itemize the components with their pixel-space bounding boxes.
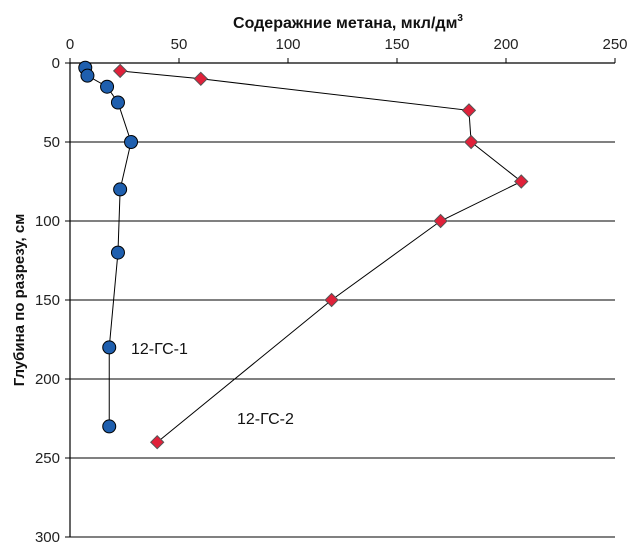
x-tick-label-150: 150 [384,36,409,53]
y-tick-label-250: 250 [35,450,60,467]
x-axis-title: Содеражние метана, мкл/дм3 [233,13,463,32]
series-1-line [84,67,132,427]
series-1-point-8 [102,419,117,434]
x-tick-labels: 0 50 100 150 200 250 [66,36,628,63]
x-tick-label-250: 250 [602,36,627,53]
y-tick-label-0: 0 [52,55,60,72]
x-tick-label-100: 100 [275,36,300,53]
series-2-point-1 [193,71,209,87]
x-tick-label-50: 50 [171,36,188,53]
series-2-point-2 [461,103,477,118]
series-1-point-5 [113,182,128,197]
series-2-line [120,70,523,443]
x-axis-title-superscript: 3 [457,13,463,24]
series-2 [112,63,529,450]
series-1-point-7 [102,340,117,355]
x-tick-label-0: 0 [66,36,74,53]
y-tick-label-150: 150 [35,292,60,309]
y-tick-label-200: 200 [35,371,60,388]
series-2-point-3 [463,134,479,150]
series-1-point-6 [110,245,125,260]
series-1 [78,60,139,434]
y-tick-labels: 0 50 100 150 200 250 300 [35,55,70,545]
gridlines [70,62,615,538]
series-2-point-6 [324,292,339,308]
series-layer [78,60,529,450]
y-tick-label-50: 50 [43,134,60,151]
series-1-point-4 [124,135,139,149]
x-tick-label-200: 200 [493,36,518,53]
series-1-point-1 [80,68,95,83]
series-1-point-3 [110,95,125,110]
series-1-point-2 [100,79,115,94]
series-label-12-gs-2: 12-ГС-2 [237,411,294,428]
series-label-12-gs-1: 12-ГС-1 [131,341,188,358]
series-2-point-0 [112,63,128,79]
series-2-point-7 [149,434,165,450]
y-tick-label-100: 100 [35,213,60,230]
y-axis-title: Глубина по разрезу, см [11,214,28,387]
series-2-point-4 [514,174,529,189]
series-2-point-5 [433,213,448,229]
y-tick-label-300: 300 [35,529,60,545]
